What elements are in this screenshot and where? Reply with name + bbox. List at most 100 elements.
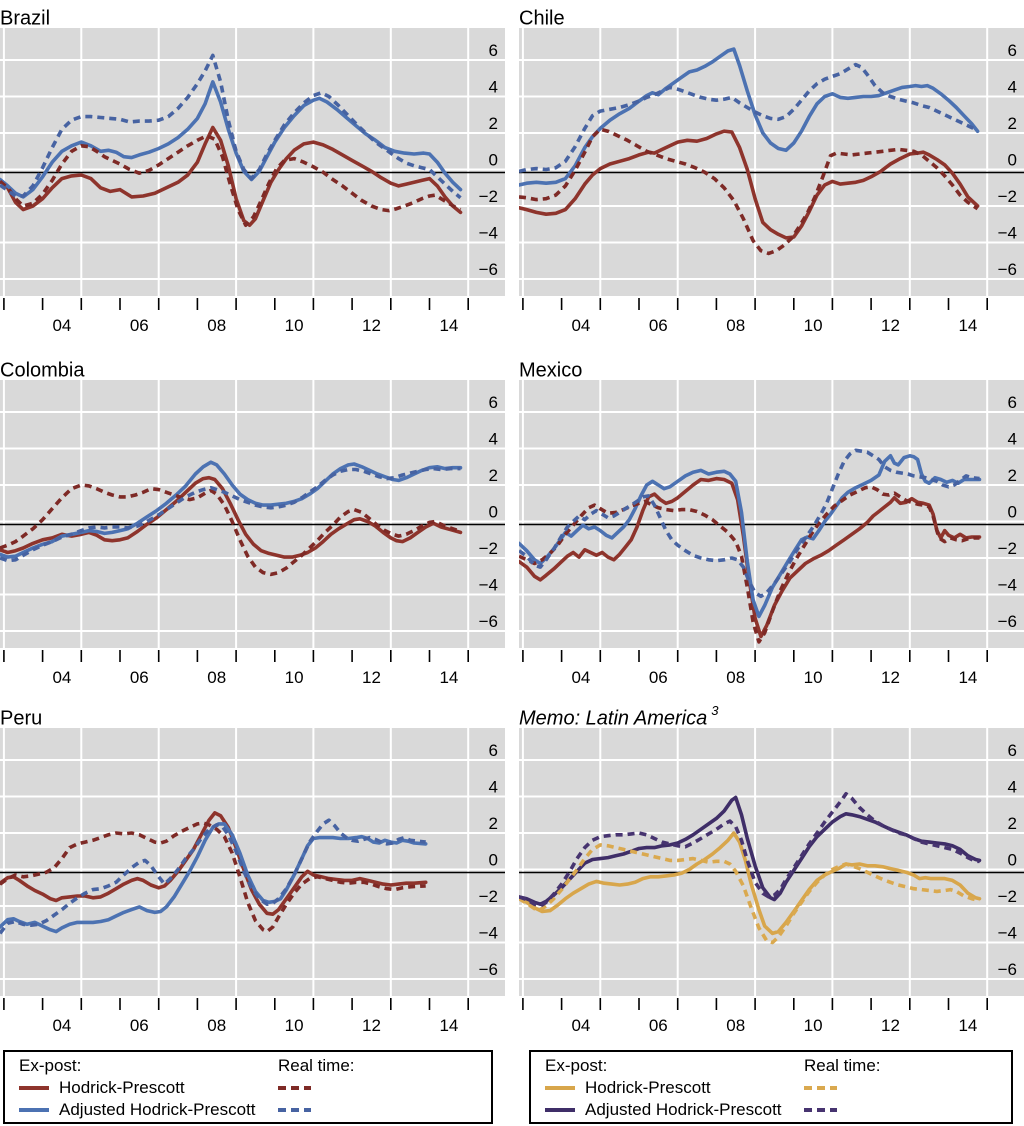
legend-rows: Ex-post: Real time: Hodrick-Prescott Adj…: [5, 1052, 491, 1121]
svg-text:12: 12: [362, 668, 381, 687]
svg-text:12: 12: [362, 316, 381, 335]
svg-text:−4: −4: [479, 224, 498, 243]
svg-text:2: 2: [489, 814, 498, 833]
svg-text:2: 2: [489, 466, 498, 485]
svg-text:4: 4: [489, 430, 498, 449]
svg-text:14: 14: [958, 1016, 977, 1035]
svg-text:04: 04: [571, 316, 590, 335]
svg-text:6: 6: [489, 741, 498, 760]
panel-title-mexico: Mexico: [519, 352, 1024, 382]
svg-text:06: 06: [649, 1016, 668, 1035]
ahp-dashed-swatch: [278, 1108, 311, 1112]
svg-text:−6: −6: [998, 260, 1017, 279]
legend-row-hp: Hodrick-Prescott: [5, 1077, 491, 1099]
panel-title-text: Mexico: [519, 359, 583, 382]
panel-title-brazil: Brazil: [0, 0, 505, 30]
hp-solid-swatch: [545, 1086, 575, 1090]
panel-title-text: Brazil: [0, 7, 51, 30]
svg-text:04: 04: [52, 316, 71, 335]
svg-text:04: 04: [52, 668, 71, 687]
svg-text:6: 6: [1008, 41, 1017, 60]
mexico-chart: 6 4 2 0 −2 −4 −6 04 06 08 10 12 14: [519, 380, 1024, 687]
svg-text:12: 12: [881, 668, 900, 687]
svg-text:06: 06: [130, 668, 149, 687]
svg-text:4: 4: [1008, 430, 1017, 449]
svg-text:10: 10: [804, 1016, 823, 1035]
svg-text:2: 2: [1008, 114, 1017, 133]
svg-text:0: 0: [1008, 151, 1017, 170]
panel-brazil: Brazil 6 4 2 0 −2 −4 −6 04 06 08 10 12 14: [0, 0, 505, 336]
svg-text:0: 0: [489, 151, 498, 170]
svg-text:4: 4: [1008, 778, 1017, 797]
peru-chart: 6 4 2 0 −2 −4 −6 04 06 08 10 12 14: [0, 728, 505, 1035]
svg-text:−4: −4: [998, 576, 1017, 595]
svg-text:14: 14: [439, 316, 458, 335]
svg-text:0: 0: [1008, 503, 1017, 522]
svg-text:−2: −2: [479, 539, 498, 558]
svg-text:04: 04: [571, 668, 590, 687]
svg-text:08: 08: [726, 1016, 745, 1035]
svg-text:−4: −4: [998, 924, 1017, 943]
panel-mexico: Mexico 6 4 2 0 −2 −4 −6 04 06 08 10 12 14: [519, 352, 1024, 688]
panel-chile: Chile 6 4 2 0 −2 −4 −6 04 06 08 10 12 14: [519, 0, 1024, 336]
svg-text:4: 4: [1008, 78, 1017, 97]
title-footnote-sup: 3: [711, 703, 719, 718]
hp-dashed-swatch: [278, 1086, 311, 1090]
legend-label-ahp: Adjusted Hodrick-Prescott: [59, 1100, 256, 1119]
panel-peru: Peru 6 4 2 0 −2 −4 −6 04 06 08 10 12 14: [0, 700, 505, 1036]
svg-text:4: 4: [489, 78, 498, 97]
legend-box-countries: Ex-post: Real time: Hodrick-Prescott Adj…: [3, 1050, 493, 1124]
svg-text:6: 6: [489, 41, 498, 60]
svg-text:0: 0: [489, 851, 498, 870]
panel-colombia: Colombia 6 4 2 0 −2 −4 −6 04 06 08 10 12 14: [0, 352, 505, 688]
panel-title-latin-america: Memo: Latin America 3: [519, 700, 1024, 730]
svg-text:14: 14: [439, 1016, 458, 1035]
svg-text:2: 2: [1008, 814, 1017, 833]
svg-text:6: 6: [489, 393, 498, 412]
svg-text:4: 4: [489, 778, 498, 797]
svg-text:−6: −6: [998, 612, 1017, 631]
svg-text:10: 10: [285, 1016, 304, 1035]
legend-label-hp: Hodrick-Prescott: [585, 1078, 711, 1097]
brazil-chart: 6 4 2 0 −2 −4 −6 04 06 08 10 12 14: [0, 28, 505, 335]
svg-text:06: 06: [130, 1016, 149, 1035]
svg-text:−6: −6: [479, 612, 498, 631]
svg-text:06: 06: [649, 668, 668, 687]
svg-text:−2: −2: [479, 887, 498, 906]
legend-label-hp: Hodrick-Prescott: [59, 1078, 185, 1097]
svg-text:−2: −2: [998, 539, 1017, 558]
svg-text:2: 2: [489, 114, 498, 133]
svg-text:06: 06: [130, 316, 149, 335]
svg-text:08: 08: [726, 668, 745, 687]
svg-text:08: 08: [207, 1016, 226, 1035]
legend-row-ahp: Adjusted Hodrick-Prescott: [5, 1099, 491, 1121]
legend-expost-header: Ex-post:: [19, 1056, 82, 1075]
panel-title-text: Memo: Latin America: [519, 707, 708, 730]
latin-america-chart: 6 4 2 0 −2 −4 −6 04 06 08 10 12 14: [519, 728, 1024, 1035]
panel-title-colombia: Colombia: [0, 352, 505, 382]
svg-text:10: 10: [804, 668, 823, 687]
svg-text:6: 6: [1008, 741, 1017, 760]
svg-text:−6: −6: [479, 260, 498, 279]
panel-title-chile: Chile: [519, 0, 1024, 30]
svg-text:−6: −6: [998, 960, 1017, 979]
svg-text:−4: −4: [479, 924, 498, 943]
ahp-solid-swatch: [19, 1108, 49, 1112]
svg-text:14: 14: [958, 316, 977, 335]
svg-text:10: 10: [804, 316, 823, 335]
svg-text:0: 0: [489, 503, 498, 522]
legend-realtime-header: Real time:: [804, 1056, 881, 1075]
svg-text:06: 06: [649, 316, 668, 335]
svg-text:14: 14: [958, 668, 977, 687]
svg-text:2: 2: [1008, 466, 1017, 485]
legend-expost-header: Ex-post:: [545, 1056, 608, 1075]
panel-latin-america: Memo: Latin America 3 6 4 2 0 −2 −4 −6 04 06 08 10 1…: [519, 700, 1024, 1036]
panel-title-peru: Peru: [0, 700, 505, 730]
ahp-solid-swatch: [545, 1108, 575, 1112]
legend-header-row: Ex-post: Real time:: [531, 1055, 1011, 1077]
svg-text:12: 12: [881, 316, 900, 335]
svg-text:04: 04: [52, 1016, 71, 1035]
svg-text:08: 08: [726, 316, 745, 335]
svg-text:08: 08: [207, 668, 226, 687]
